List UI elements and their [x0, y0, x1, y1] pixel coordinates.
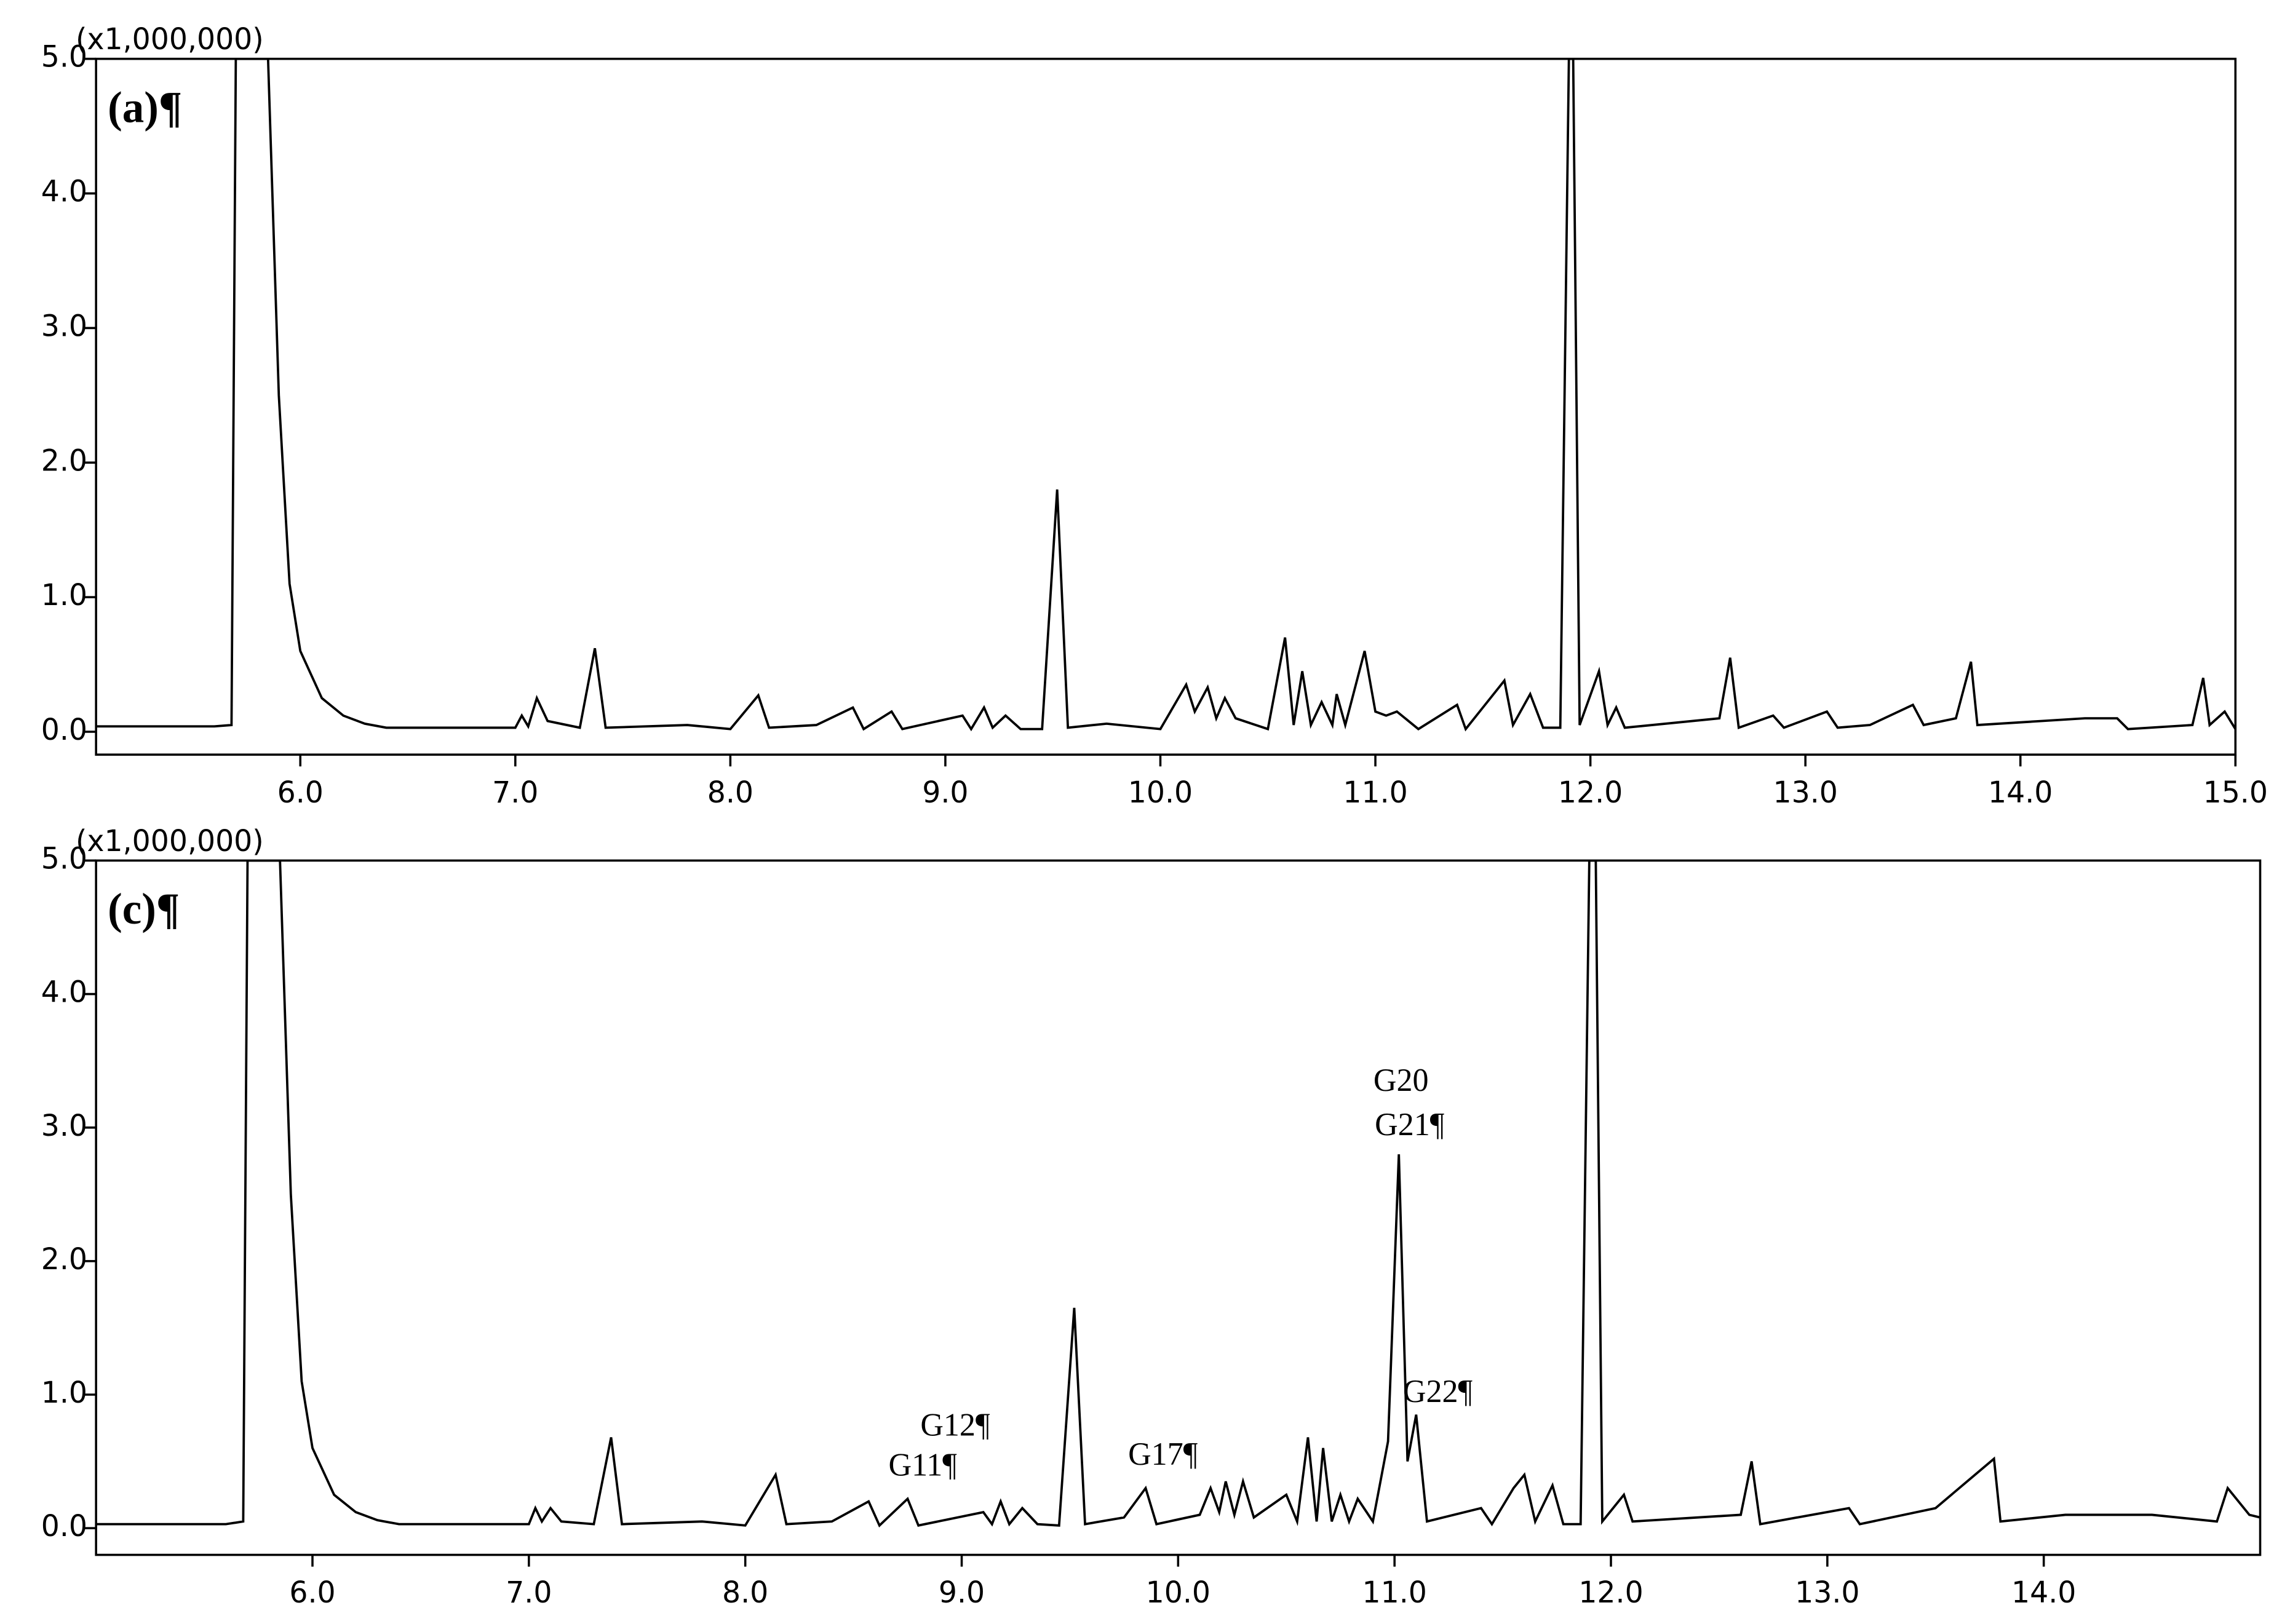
- y-tick-label: 5.0: [41, 41, 87, 74]
- y-tick-label: 4.0: [41, 175, 87, 208]
- plot-frame: [95, 57, 2237, 756]
- x-tick-label: 7.0: [506, 1576, 552, 1610]
- y-tick-label: 4.0: [41, 975, 87, 1009]
- x-tick-label: 11.0: [1343, 776, 1407, 810]
- y-tick-label: 0.0: [41, 1510, 87, 1543]
- x-tick-label: 14.0: [1988, 776, 2053, 810]
- chart-panel: 0.0 1.0 2.0 3.0 4.0 5.0 6.0 7.0 8.0 9.0 10.0 11.0 12…: [41, 825, 2262, 1610]
- x-tick-label: 12.0: [1578, 1576, 1643, 1610]
- x-tick-label: 11.0: [1362, 1576, 1426, 1610]
- x-tick-label: 8.0: [722, 1576, 768, 1610]
- x-tick-label: 6.0: [289, 1576, 335, 1610]
- y-tick-label: 5.0: [41, 842, 87, 876]
- y-tick-label: 1.0: [41, 1376, 87, 1410]
- y-axis-multiplier: (x1,000,000): [76, 825, 264, 858]
- peak-annotation: G11¶: [889, 1447, 958, 1483]
- chromatogram-line: [96, 860, 2260, 1528]
- panel-label: (a)¶: [108, 83, 182, 132]
- x-tick-label: 13.0: [1795, 1576, 1859, 1610]
- x-tick-label: 8.0: [707, 776, 753, 810]
- x-tick-label: 7.0: [492, 776, 538, 810]
- y-tick-label: 3.0: [41, 309, 87, 343]
- x-tick-label: 9.0: [922, 776, 968, 810]
- x-tick-label: 12.0: [1558, 776, 1623, 810]
- y-tick-label: 3.0: [41, 1109, 87, 1143]
- x-tick-label: 10.0: [1128, 776, 1193, 810]
- y-tick-label: 2.0: [41, 1243, 87, 1277]
- x-tick-label: 15.0: [2203, 776, 2268, 810]
- x-tick-label: 10.0: [1146, 1576, 1211, 1610]
- x-tick-label: 13.0: [1773, 776, 1837, 810]
- chromatogram-line: [96, 58, 2236, 732]
- peak-annotation: G20: [1374, 1063, 1429, 1098]
- x-tick-label: 6.0: [277, 776, 324, 810]
- y-axis-multiplier: (x1,000,000): [76, 23, 264, 57]
- y-tick-label: 2.0: [41, 444, 87, 478]
- peak-annotation: G21¶: [1375, 1107, 1444, 1143]
- peak-annotation: G17¶: [1128, 1436, 1198, 1472]
- x-tick-label: 9.0: [939, 1576, 985, 1610]
- y-tick-label: 0.0: [41, 713, 87, 747]
- y-tick-label: 1.0: [41, 579, 87, 612]
- x-tick-label: 14.0: [2011, 1576, 2076, 1610]
- panel-label: (c)¶: [108, 885, 180, 933]
- peak-annotation: G22¶: [1403, 1374, 1473, 1409]
- peak-annotation: G12¶: [920, 1407, 990, 1443]
- chart-panel: 0.0 1.0 2.0 3.0 4.0 5.0 6.0 7.0 8.0 9.0 10.0 11.0 12…: [41, 23, 2268, 810]
